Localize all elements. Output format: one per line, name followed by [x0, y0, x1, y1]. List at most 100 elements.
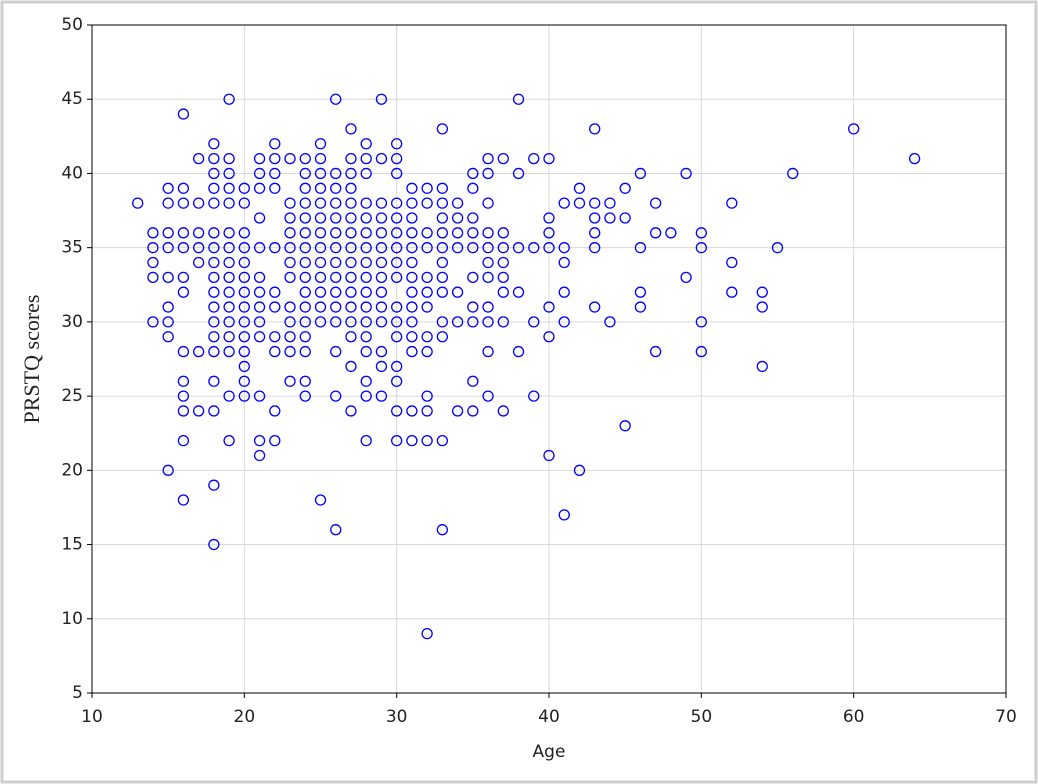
point — [345, 167, 357, 180]
point — [406, 286, 418, 298]
point — [208, 271, 220, 284]
point — [253, 316, 266, 328]
point — [451, 405, 464, 417]
point — [406, 405, 418, 417]
point — [512, 286, 525, 298]
point — [375, 256, 388, 269]
x-tick-label: 30 — [386, 707, 408, 727]
point — [177, 375, 190, 387]
point — [436, 286, 449, 298]
point — [208, 152, 220, 165]
point — [360, 345, 372, 358]
x-tick-label: 40 — [538, 707, 560, 727]
point — [162, 227, 174, 239]
y-tick-label: 45 — [61, 89, 83, 109]
point — [192, 152, 205, 165]
point — [680, 167, 692, 180]
point — [269, 242, 281, 254]
point — [406, 316, 418, 328]
point — [284, 212, 296, 224]
point — [345, 242, 357, 254]
point — [192, 197, 205, 209]
point — [695, 316, 707, 328]
point — [360, 434, 372, 447]
point — [223, 390, 235, 402]
point — [436, 256, 449, 269]
point — [406, 345, 418, 358]
point — [467, 271, 479, 284]
point — [482, 271, 494, 284]
x-tick-label: 20 — [234, 707, 256, 727]
point — [253, 301, 266, 313]
point — [162, 331, 174, 343]
point — [497, 405, 509, 417]
point — [253, 167, 266, 180]
point — [360, 138, 372, 150]
point — [756, 286, 768, 298]
point — [238, 242, 250, 254]
point — [436, 271, 449, 284]
point — [375, 93, 388, 105]
point — [589, 123, 601, 135]
point — [528, 242, 540, 254]
point — [330, 212, 342, 224]
point — [345, 182, 357, 194]
point — [848, 123, 860, 135]
point — [177, 197, 190, 209]
point — [299, 227, 311, 239]
point — [208, 479, 220, 491]
point — [360, 331, 372, 343]
x-tick-label: 50 — [691, 707, 713, 727]
point — [345, 197, 357, 209]
point — [147, 242, 159, 254]
point — [726, 286, 738, 298]
point — [345, 123, 357, 135]
point — [299, 256, 311, 269]
point — [391, 242, 403, 254]
point — [634, 242, 647, 254]
point — [619, 420, 631, 432]
point — [299, 271, 311, 284]
point — [314, 152, 327, 165]
point — [695, 227, 707, 239]
point — [436, 197, 449, 209]
point — [421, 405, 433, 417]
y-tick-label: 35 — [61, 238, 83, 258]
point — [482, 345, 494, 358]
point — [482, 197, 494, 209]
point — [375, 212, 388, 224]
y-tick-label: 10 — [61, 609, 83, 629]
point — [208, 316, 220, 328]
point — [391, 197, 403, 209]
point — [421, 286, 433, 298]
point — [482, 390, 494, 402]
point — [695, 242, 707, 254]
point — [162, 271, 174, 284]
point — [284, 256, 296, 269]
point — [330, 390, 342, 402]
point — [421, 390, 433, 402]
point — [543, 331, 555, 343]
point — [436, 434, 449, 447]
point — [284, 271, 296, 284]
point — [208, 538, 220, 551]
point — [299, 197, 311, 209]
point — [512, 93, 525, 105]
point — [406, 212, 418, 224]
point — [436, 182, 449, 194]
point — [314, 256, 327, 269]
point — [330, 227, 342, 239]
point — [391, 152, 403, 165]
point — [649, 345, 662, 358]
point — [162, 197, 174, 209]
point — [238, 286, 250, 298]
point — [299, 301, 311, 313]
point — [223, 167, 235, 180]
y-tick-label: 25 — [61, 386, 83, 406]
point — [573, 464, 586, 476]
point — [573, 182, 586, 194]
point — [299, 390, 311, 402]
y-tick-label: 40 — [61, 163, 83, 183]
point — [314, 138, 327, 150]
